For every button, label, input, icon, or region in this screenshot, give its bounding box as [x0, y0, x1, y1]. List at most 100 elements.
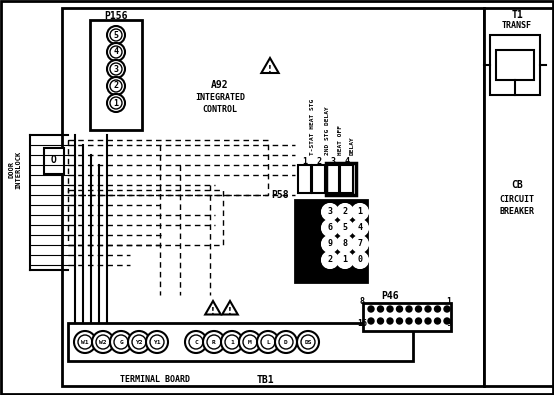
Circle shape	[322, 252, 338, 268]
Text: W1: W1	[81, 339, 89, 344]
Text: 4: 4	[114, 47, 119, 56]
Text: D: D	[284, 339, 288, 344]
Text: 5: 5	[114, 30, 119, 40]
Text: 9: 9	[447, 318, 452, 327]
Circle shape	[107, 26, 125, 44]
Text: 3: 3	[114, 64, 119, 73]
Circle shape	[387, 306, 393, 312]
Text: TRANSF: TRANSF	[502, 21, 532, 30]
Text: 3: 3	[331, 158, 336, 167]
Bar	[68, 140, 268, 195]
Text: !: !	[211, 307, 215, 316]
Circle shape	[352, 236, 368, 252]
Bar	[68, 190, 223, 245]
Circle shape	[107, 77, 125, 95]
Text: T1: T1	[511, 10, 523, 20]
Bar	[340, 165, 353, 193]
Text: 16: 16	[357, 318, 367, 327]
Circle shape	[377, 306, 383, 312]
Text: T-STAT HEAT STG: T-STAT HEAT STG	[310, 99, 315, 155]
Text: 8: 8	[360, 297, 365, 307]
Text: CIRCUIT: CIRCUIT	[500, 194, 535, 203]
Bar	[326, 163, 356, 195]
Circle shape	[337, 220, 353, 236]
Text: 1: 1	[342, 256, 347, 265]
Text: W2: W2	[99, 339, 107, 344]
Text: 2: 2	[342, 207, 347, 216]
Circle shape	[337, 252, 353, 268]
Circle shape	[352, 252, 368, 268]
Text: 5: 5	[342, 224, 347, 233]
Text: 2: 2	[327, 256, 332, 265]
Text: 1: 1	[114, 98, 119, 107]
Bar	[326, 165, 339, 193]
Text: 2: 2	[114, 81, 119, 90]
Circle shape	[406, 306, 412, 312]
Bar	[363, 303, 451, 331]
Text: CONTROL: CONTROL	[203, 105, 238, 113]
Circle shape	[444, 318, 450, 324]
Bar	[490, 35, 540, 95]
Text: C: C	[194, 339, 198, 344]
Circle shape	[434, 318, 440, 324]
Circle shape	[368, 306, 374, 312]
Circle shape	[110, 331, 132, 353]
Circle shape	[107, 94, 125, 112]
Text: 4: 4	[357, 224, 362, 233]
Circle shape	[74, 331, 96, 353]
Circle shape	[322, 220, 338, 236]
Circle shape	[337, 236, 353, 252]
Text: G: G	[119, 339, 123, 344]
Circle shape	[434, 306, 440, 312]
Text: 1: 1	[447, 297, 452, 307]
Circle shape	[221, 331, 243, 353]
Circle shape	[397, 306, 403, 312]
Circle shape	[352, 220, 368, 236]
Circle shape	[406, 318, 412, 324]
Text: 7: 7	[357, 239, 362, 248]
Text: R: R	[212, 339, 216, 344]
Text: P46: P46	[381, 291, 399, 301]
Circle shape	[352, 204, 368, 220]
Circle shape	[107, 60, 125, 78]
Bar	[312, 165, 325, 193]
Bar	[484, 8, 553, 386]
Text: 6: 6	[327, 224, 332, 233]
Bar	[496, 50, 534, 80]
Bar	[295, 200, 367, 282]
Circle shape	[275, 331, 297, 353]
Text: 1: 1	[302, 158, 307, 167]
Circle shape	[387, 318, 393, 324]
Text: A92: A92	[211, 80, 229, 90]
Circle shape	[146, 331, 168, 353]
Text: HEAT OFF: HEAT OFF	[338, 125, 343, 155]
Circle shape	[322, 204, 338, 220]
Text: 1: 1	[357, 207, 362, 216]
Text: TB1: TB1	[256, 375, 274, 385]
Text: 9: 9	[327, 239, 332, 248]
Text: BREAKER: BREAKER	[500, 207, 535, 216]
Circle shape	[92, 331, 114, 353]
Circle shape	[444, 306, 450, 312]
Bar	[62, 8, 484, 386]
Circle shape	[107, 43, 125, 61]
Circle shape	[239, 331, 261, 353]
Circle shape	[425, 306, 431, 312]
Text: DOOR
INTERLOCK: DOOR INTERLOCK	[8, 151, 22, 189]
Text: !: !	[268, 64, 272, 73]
Text: !: !	[228, 307, 232, 316]
Circle shape	[322, 236, 338, 252]
Circle shape	[185, 331, 207, 353]
Bar	[44, 148, 64, 174]
Circle shape	[297, 331, 319, 353]
Text: DELAY: DELAY	[350, 136, 355, 155]
Circle shape	[368, 318, 374, 324]
Circle shape	[397, 318, 403, 324]
Circle shape	[416, 318, 422, 324]
Text: P58: P58	[271, 190, 289, 200]
Text: 1: 1	[230, 339, 234, 344]
Circle shape	[377, 318, 383, 324]
Text: CB: CB	[511, 180, 523, 190]
Text: TERMINAL BOARD: TERMINAL BOARD	[120, 376, 190, 384]
Text: INTEGRATED: INTEGRATED	[195, 94, 245, 102]
